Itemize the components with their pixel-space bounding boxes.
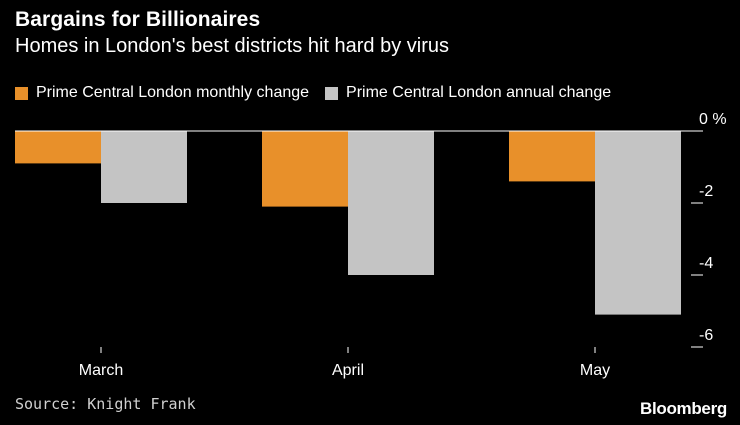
y-tick-label--6: -6 xyxy=(699,327,713,344)
x-tick-label-may: May xyxy=(580,362,610,379)
chart-title: Bargains for Billionaires xyxy=(15,8,261,31)
legend-label-monthly: Prime Central London monthly change xyxy=(36,84,310,101)
legend-label-annual: Prime Central London annual change xyxy=(346,84,612,101)
y-tick-label--2: -2 xyxy=(699,183,713,200)
bar-monthly-april xyxy=(262,131,348,207)
legend-swatch-annual xyxy=(325,86,339,100)
bar-annual-march xyxy=(101,131,187,203)
bar-annual-april xyxy=(348,131,434,275)
bar-annual-may xyxy=(595,131,681,315)
legend-item-monthly: Prime Central London monthly change xyxy=(15,84,309,102)
chart-subtitle: Homes in London's best districts hit har… xyxy=(15,35,450,57)
legend-item-annual: Prime Central London annual change xyxy=(325,84,611,102)
bar-monthly-may xyxy=(509,131,595,182)
source-note: Source: Knight Frank xyxy=(15,395,196,413)
legend: Prime Central London monthly change Prim… xyxy=(15,84,627,102)
x-tick-label-march: March xyxy=(79,362,123,379)
bloomberg-logo: Bloomberg xyxy=(639,399,727,418)
y-tick-label-0: 0 % xyxy=(699,111,727,128)
y-tick-label--4: -4 xyxy=(699,255,713,272)
bar-monthly-march xyxy=(15,131,101,164)
legend-swatch-monthly xyxy=(15,86,28,100)
x-tick-label-april: April xyxy=(332,362,364,379)
